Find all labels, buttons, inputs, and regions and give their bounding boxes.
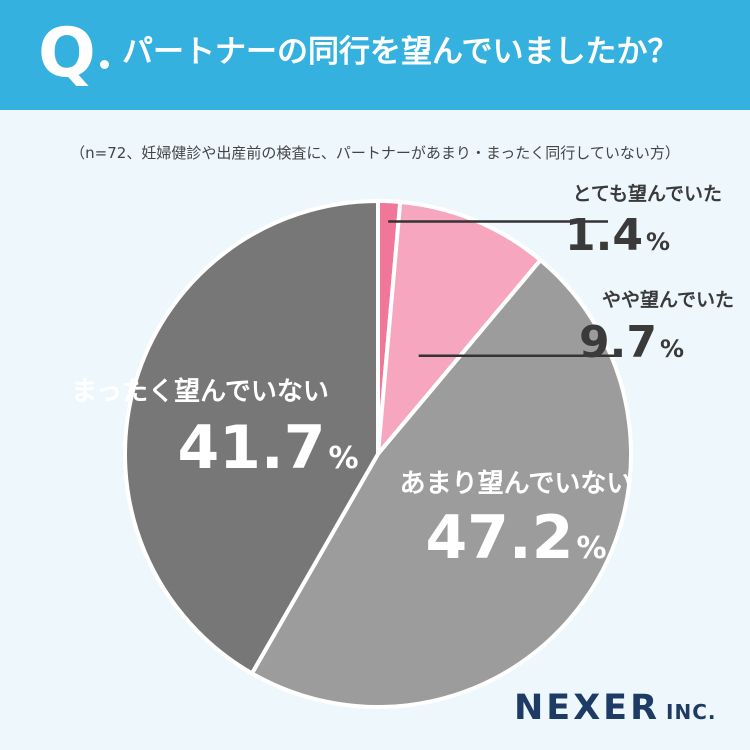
- q-letter: Q: [38, 14, 96, 93]
- header-banner: Q パートナーの同行を望んでいましたか？: [0, 0, 750, 110]
- slice-label-4: まったく望んでいない: [71, 377, 329, 407]
- slice-value-3: 47.2%: [425, 503, 606, 573]
- slice-value-4: 41.7%: [177, 413, 358, 483]
- logo-name: NEXER: [514, 688, 661, 728]
- slice-value-2: 9.7%: [579, 317, 684, 368]
- question-title: パートナーの同行を望んでいましたか？: [122, 34, 679, 70]
- nexer-logo: NEXER INC.: [514, 688, 717, 732]
- q-dot-decoration: [100, 60, 109, 69]
- slice-label-2: やや望んでいた: [602, 288, 734, 311]
- slice-label-3: あまり望んでいない: [400, 469, 633, 499]
- sample-note: （n=72、妊婦健診や出産前の検査に、パートナーがあまり・まったく同行していない…: [70, 144, 680, 162]
- slice-label-1: とても望んでいた: [572, 182, 722, 205]
- pie-slice-4: [123, 199, 380, 676]
- slice-value-1: 1.4%: [565, 210, 670, 261]
- pie-slice-3: [249, 258, 633, 709]
- logo-suffix: INC.: [666, 700, 717, 724]
